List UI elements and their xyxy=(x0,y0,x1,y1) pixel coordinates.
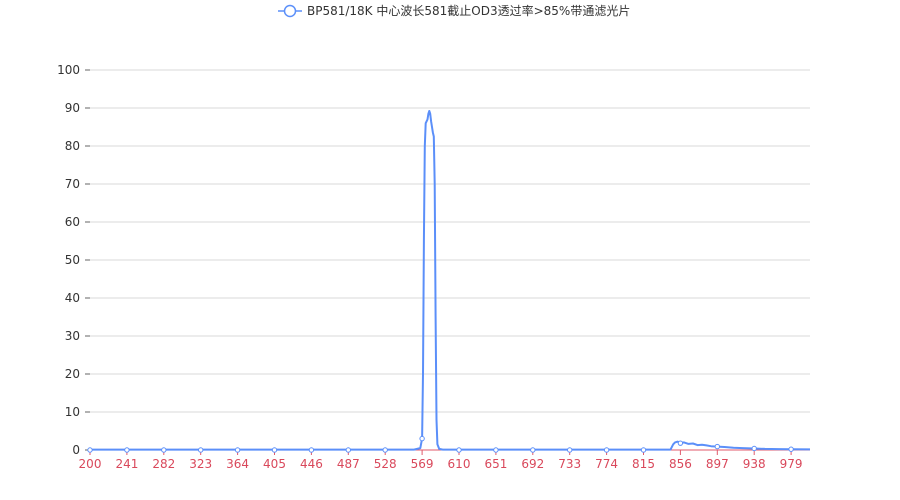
data-point[interactable] xyxy=(271,447,278,453)
x-tick-label: 610 xyxy=(448,457,471,471)
data-point[interactable] xyxy=(87,447,93,453)
y-tick-label: 40 xyxy=(65,291,80,305)
x-tick-label: 528 xyxy=(374,457,397,471)
x-tick-label: 733 xyxy=(558,457,581,471)
y-tick-label: 100 xyxy=(57,63,80,77)
data-point[interactable] xyxy=(419,435,425,442)
data-point[interactable] xyxy=(456,447,462,453)
y-tick-label: 50 xyxy=(65,253,80,267)
x-tick-label: 938 xyxy=(743,457,766,471)
y-tick-label: 80 xyxy=(65,139,80,153)
data-point[interactable] xyxy=(788,446,794,452)
data-point[interactable] xyxy=(124,447,130,453)
x-tick-label: 815 xyxy=(632,457,655,471)
data-point[interactable] xyxy=(677,440,684,446)
series-layer xyxy=(87,110,811,453)
data-point[interactable] xyxy=(308,447,315,453)
x-tick-label: 569 xyxy=(411,457,434,471)
x-tick-label: 979 xyxy=(780,457,803,471)
data-point[interactable] xyxy=(714,443,720,450)
legend-label[interactable]: BP581/18K 中心波长581截止OD3透过率>85%带通滤光片 xyxy=(307,3,630,18)
x-tick-label: 241 xyxy=(115,457,138,471)
data-point[interactable] xyxy=(530,447,536,453)
data-point[interactable] xyxy=(234,447,241,453)
x-tick-label: 692 xyxy=(521,457,544,471)
x-tick-label: 323 xyxy=(189,457,212,471)
y-tick-label: 30 xyxy=(65,329,80,343)
y-tick-label: 90 xyxy=(65,101,80,115)
x-tick-label: 200 xyxy=(79,457,102,471)
data-point[interactable] xyxy=(640,447,647,453)
data-point[interactable] xyxy=(603,447,610,453)
x-tick-label: 487 xyxy=(337,457,360,471)
data-point[interactable] xyxy=(493,447,499,453)
x-tick-label: 282 xyxy=(152,457,175,471)
x-tick-label: 364 xyxy=(226,457,249,471)
x-tick-label: 446 xyxy=(300,457,323,471)
series-line xyxy=(90,110,811,451)
x-tick-label: 774 xyxy=(595,457,618,471)
data-point[interactable] xyxy=(198,447,204,453)
data-point[interactable] xyxy=(161,447,167,453)
data-point[interactable] xyxy=(382,447,388,453)
y-tick-label: 0 xyxy=(72,443,80,457)
x-tick-label: 897 xyxy=(706,457,729,471)
x-tick-label: 856 xyxy=(669,457,692,471)
y-axis-ticks: 0 10 20 30 40 50 60 70 80 90 100 xyxy=(57,63,90,457)
y-tick-label: 20 xyxy=(65,367,80,381)
legend-marker[interactable] xyxy=(283,4,297,18)
data-point[interactable] xyxy=(751,445,757,452)
legend[interactable]: BP581/18K 中心波长581截止OD3透过率>85%带通滤光片 xyxy=(278,3,630,18)
data-point[interactable] xyxy=(567,447,573,453)
data-point[interactable] xyxy=(345,447,351,453)
x-axis: 200 241 282 323 364 405 446 487 528 569 610 651 692 7… xyxy=(79,449,810,471)
grid-lines xyxy=(90,69,810,413)
x-tick-label: 405 xyxy=(263,457,286,471)
x-tick-label: 651 xyxy=(484,457,507,471)
y-tick-label: 70 xyxy=(65,177,80,191)
y-tick-label: 10 xyxy=(65,405,80,419)
y-tick-label: 60 xyxy=(65,215,80,229)
